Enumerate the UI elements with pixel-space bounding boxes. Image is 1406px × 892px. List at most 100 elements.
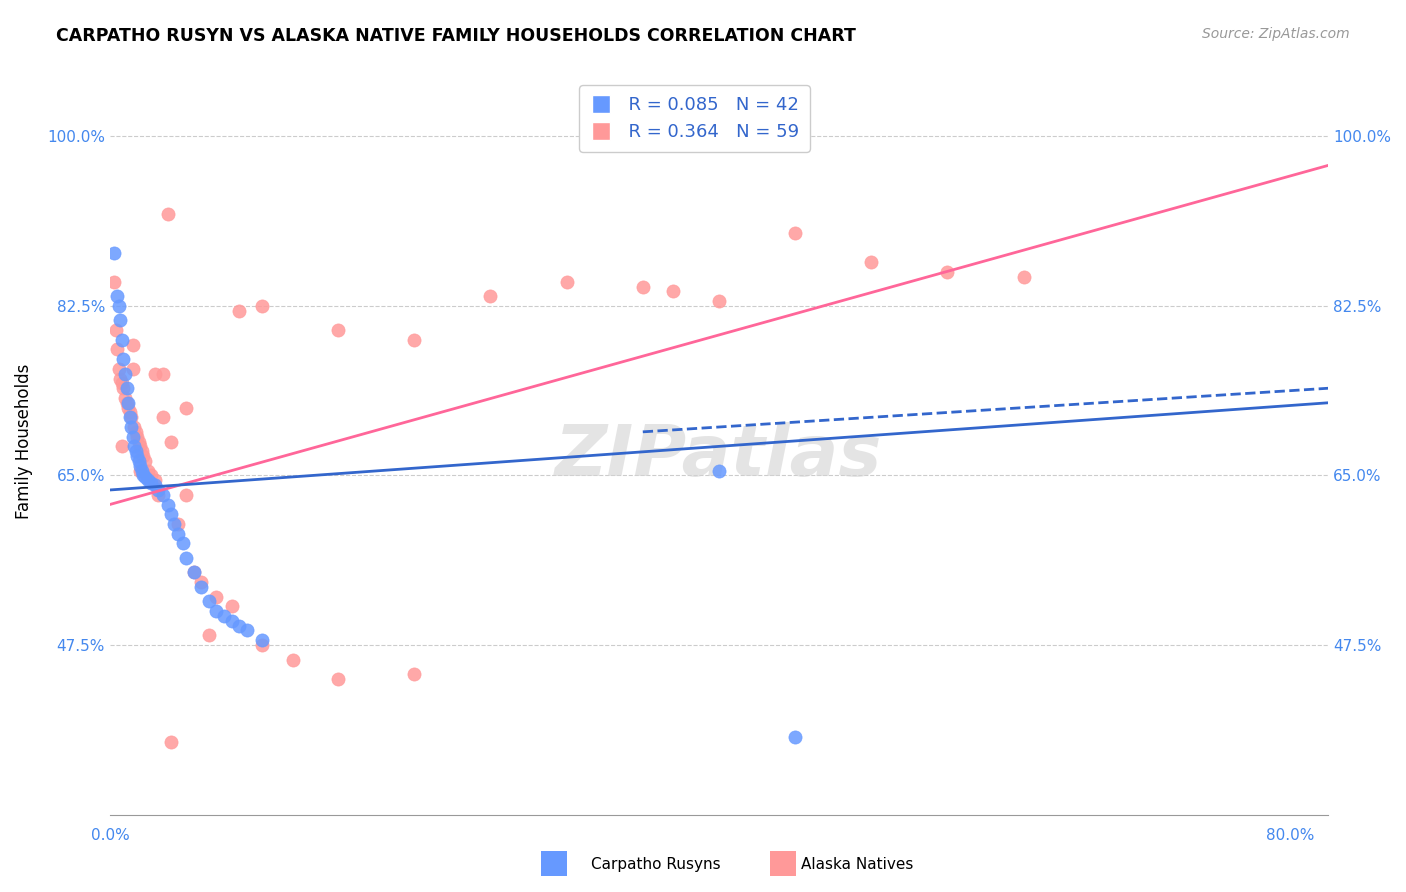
Point <box>145 473 167 487</box>
Point <box>631 279 654 293</box>
Point <box>250 638 273 652</box>
Point <box>121 430 143 444</box>
Point <box>281 652 304 666</box>
Point <box>707 294 730 309</box>
Point <box>156 207 179 221</box>
Point <box>190 580 212 594</box>
Point <box>228 618 250 632</box>
Point <box>145 478 167 492</box>
Point <box>707 464 730 478</box>
Point <box>103 275 125 289</box>
Point <box>128 434 150 449</box>
Text: Alaska Natives: Alaska Natives <box>801 857 914 872</box>
Text: Source: ZipAtlas.com: Source: ZipAtlas.com <box>1202 27 1350 41</box>
Point <box>131 444 153 458</box>
Point <box>163 516 186 531</box>
Point <box>111 333 134 347</box>
Point <box>152 410 174 425</box>
Point <box>139 476 162 491</box>
Text: 0.0%: 0.0% <box>91 828 131 843</box>
Text: Carpatho Rusyns: Carpatho Rusyns <box>591 857 720 872</box>
Point <box>172 536 194 550</box>
Point <box>328 323 350 337</box>
Point <box>112 352 135 367</box>
Point <box>110 313 132 327</box>
Point <box>159 507 181 521</box>
Point <box>159 735 181 749</box>
Point <box>250 299 273 313</box>
Point <box>1012 269 1035 284</box>
Point <box>120 410 142 425</box>
Text: CARPATHO RUSYN VS ALASKA NATIVE FAMILY HOUSEHOLDS CORRELATION CHART: CARPATHO RUSYN VS ALASKA NATIVE FAMILY H… <box>56 27 856 45</box>
Point <box>131 464 153 478</box>
Legend:   R = 0.085   N = 42,   R = 0.364   N = 59: R = 0.085 N = 42, R = 0.364 N = 59 <box>579 85 810 152</box>
Point <box>159 434 181 449</box>
Point <box>212 609 235 624</box>
Point <box>129 464 152 478</box>
Point <box>148 483 170 497</box>
Point <box>115 381 138 395</box>
Point <box>174 550 197 565</box>
Point <box>134 454 156 468</box>
Point <box>118 405 141 419</box>
Point <box>197 628 219 642</box>
Point <box>128 454 150 468</box>
Point <box>190 574 212 589</box>
Text: ZIPatlas: ZIPatlas <box>555 422 883 491</box>
Point <box>127 430 149 444</box>
Point <box>111 439 134 453</box>
Point <box>785 226 807 240</box>
Point <box>250 633 273 648</box>
Point <box>167 526 190 541</box>
Point <box>112 381 135 395</box>
Point <box>156 498 179 512</box>
Point <box>404 333 426 347</box>
Point <box>860 255 883 269</box>
Point <box>205 590 228 604</box>
Point <box>114 391 136 405</box>
Point <box>555 275 578 289</box>
Point <box>183 566 205 580</box>
Point <box>120 420 142 434</box>
Point <box>145 367 167 381</box>
Point <box>124 425 146 439</box>
Point <box>124 444 146 458</box>
Point <box>118 410 141 425</box>
Point <box>152 488 174 502</box>
Point <box>114 367 136 381</box>
Point <box>115 396 138 410</box>
Point <box>122 420 145 434</box>
Point <box>134 470 156 484</box>
Point <box>936 265 959 279</box>
Point <box>104 323 127 337</box>
Point <box>111 376 134 391</box>
Point <box>129 439 152 453</box>
Point <box>103 245 125 260</box>
Point <box>105 343 128 357</box>
Point <box>136 473 159 487</box>
Point <box>228 303 250 318</box>
Point <box>148 488 170 502</box>
Point <box>183 566 205 580</box>
Point <box>121 337 143 351</box>
Point <box>236 624 259 638</box>
Point <box>121 362 143 376</box>
Point <box>221 599 243 614</box>
Point <box>136 464 159 478</box>
Point <box>139 468 162 483</box>
Point <box>132 468 155 483</box>
Point <box>221 614 243 628</box>
Point <box>152 367 174 381</box>
Point <box>197 594 219 608</box>
Point <box>174 488 197 502</box>
Point <box>404 667 426 681</box>
Text: 80.0%: 80.0% <box>1267 828 1315 843</box>
Point <box>129 458 152 473</box>
Point <box>117 401 139 415</box>
Point <box>105 289 128 303</box>
Point <box>127 449 149 463</box>
Point <box>328 672 350 686</box>
Point <box>108 299 131 313</box>
Point <box>785 730 807 744</box>
Point <box>110 371 132 385</box>
